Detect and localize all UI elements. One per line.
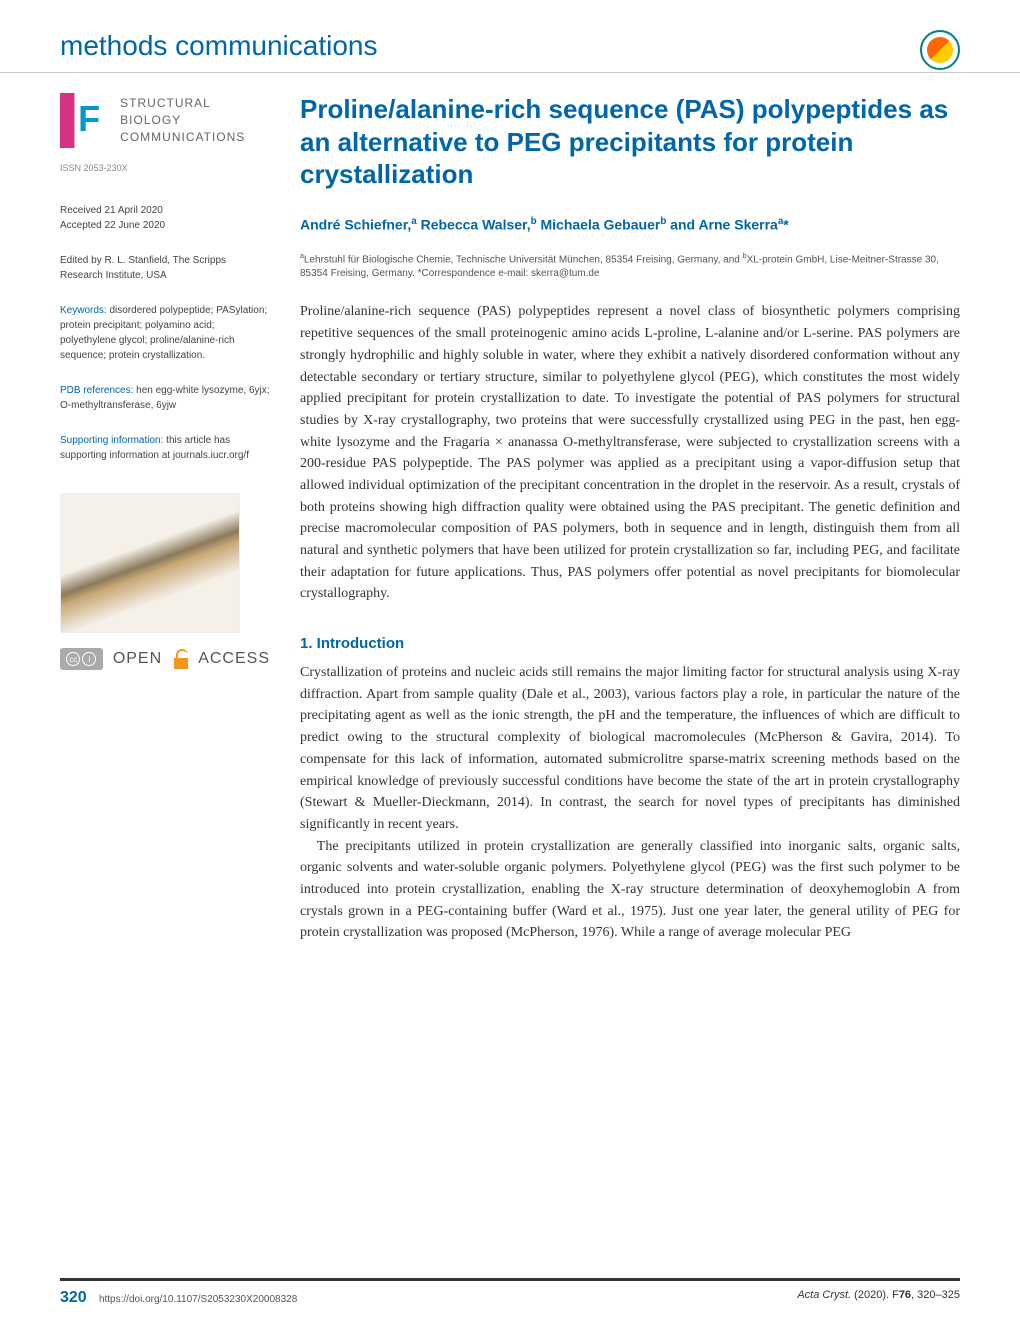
by-icon: i: [82, 652, 96, 666]
journal-reference: Acta Cryst. (2020). F76, 320–325: [797, 1289, 960, 1307]
dates-block: Received 21 April 2020 Accepted 22 June …: [60, 203, 270, 233]
sidebar-figure: [60, 493, 240, 633]
journal-name-line1: STRUCTURAL BIOLOGY: [120, 95, 270, 129]
section-1-heading: 1. Introduction: [300, 635, 960, 652]
cc-badge: cc i: [60, 648, 103, 670]
publisher-logo: [920, 30, 960, 70]
issn: ISSN 2053-230X: [60, 163, 270, 173]
section-header: methods communications: [60, 30, 960, 62]
pdb-label: PDB references:: [60, 385, 133, 396]
lock-icon: [172, 649, 188, 669]
sidebar: F STRUCTURAL BIOLOGY COMMUNICATIONS ISSN…: [60, 93, 300, 944]
cc-icon: cc: [66, 652, 80, 666]
journal-letter: F: [78, 98, 100, 140]
section-1-body: Crystallization of proteins and nucleic …: [300, 662, 960, 944]
page-footer: 320 https://doi.org/10.1107/S2053230X200…: [60, 1278, 960, 1307]
page-number: 320: [60, 1289, 87, 1306]
journal-name: STRUCTURAL BIOLOGY COMMUNICATIONS: [120, 95, 270, 145]
article-title: Proline/alanine-rich sequence (PAS) poly…: [300, 93, 960, 191]
supporting-block: Supporting information: this article has…: [60, 433, 270, 463]
keywords-block: Keywords: disordered polypeptide; PASyla…: [60, 303, 270, 363]
journal-logo: F: [60, 93, 108, 148]
section-1-p2: The precipitants utilized in protein cry…: [300, 836, 960, 944]
oa-text-access: ACCESS: [198, 650, 270, 668]
doi-link[interactable]: https://doi.org/10.1107/S2053230X2000832…: [99, 1294, 297, 1305]
section-1-p1: Crystallization of proteins and nucleic …: [300, 662, 960, 836]
pdb-block: PDB references: hen egg-white lysozyme, …: [60, 383, 270, 413]
journal-name-line2: COMMUNICATIONS: [120, 129, 270, 146]
accepted-date: Accepted 22 June 2020: [60, 218, 270, 233]
received-date: Received 21 April 2020: [60, 203, 270, 218]
supporting-label: Supporting information:: [60, 435, 163, 446]
keywords-label: Keywords:: [60, 305, 107, 316]
editor-block: Edited by R. L. Stanfield, The Scripps R…: [60, 253, 270, 283]
oa-text-open: OPEN: [113, 650, 162, 668]
authors: André Schiefner,a Rebecca Walser,b Micha…: [300, 216, 960, 233]
affiliations: aLehrstuhl für Biologische Chemie, Techn…: [300, 252, 960, 281]
open-access-badge: cc i OPEN ACCESS: [60, 648, 270, 670]
abstract: Proline/alanine-rich sequence (PAS) poly…: [300, 301, 960, 605]
article-body: Proline/alanine-rich sequence (PAS) poly…: [300, 93, 960, 944]
